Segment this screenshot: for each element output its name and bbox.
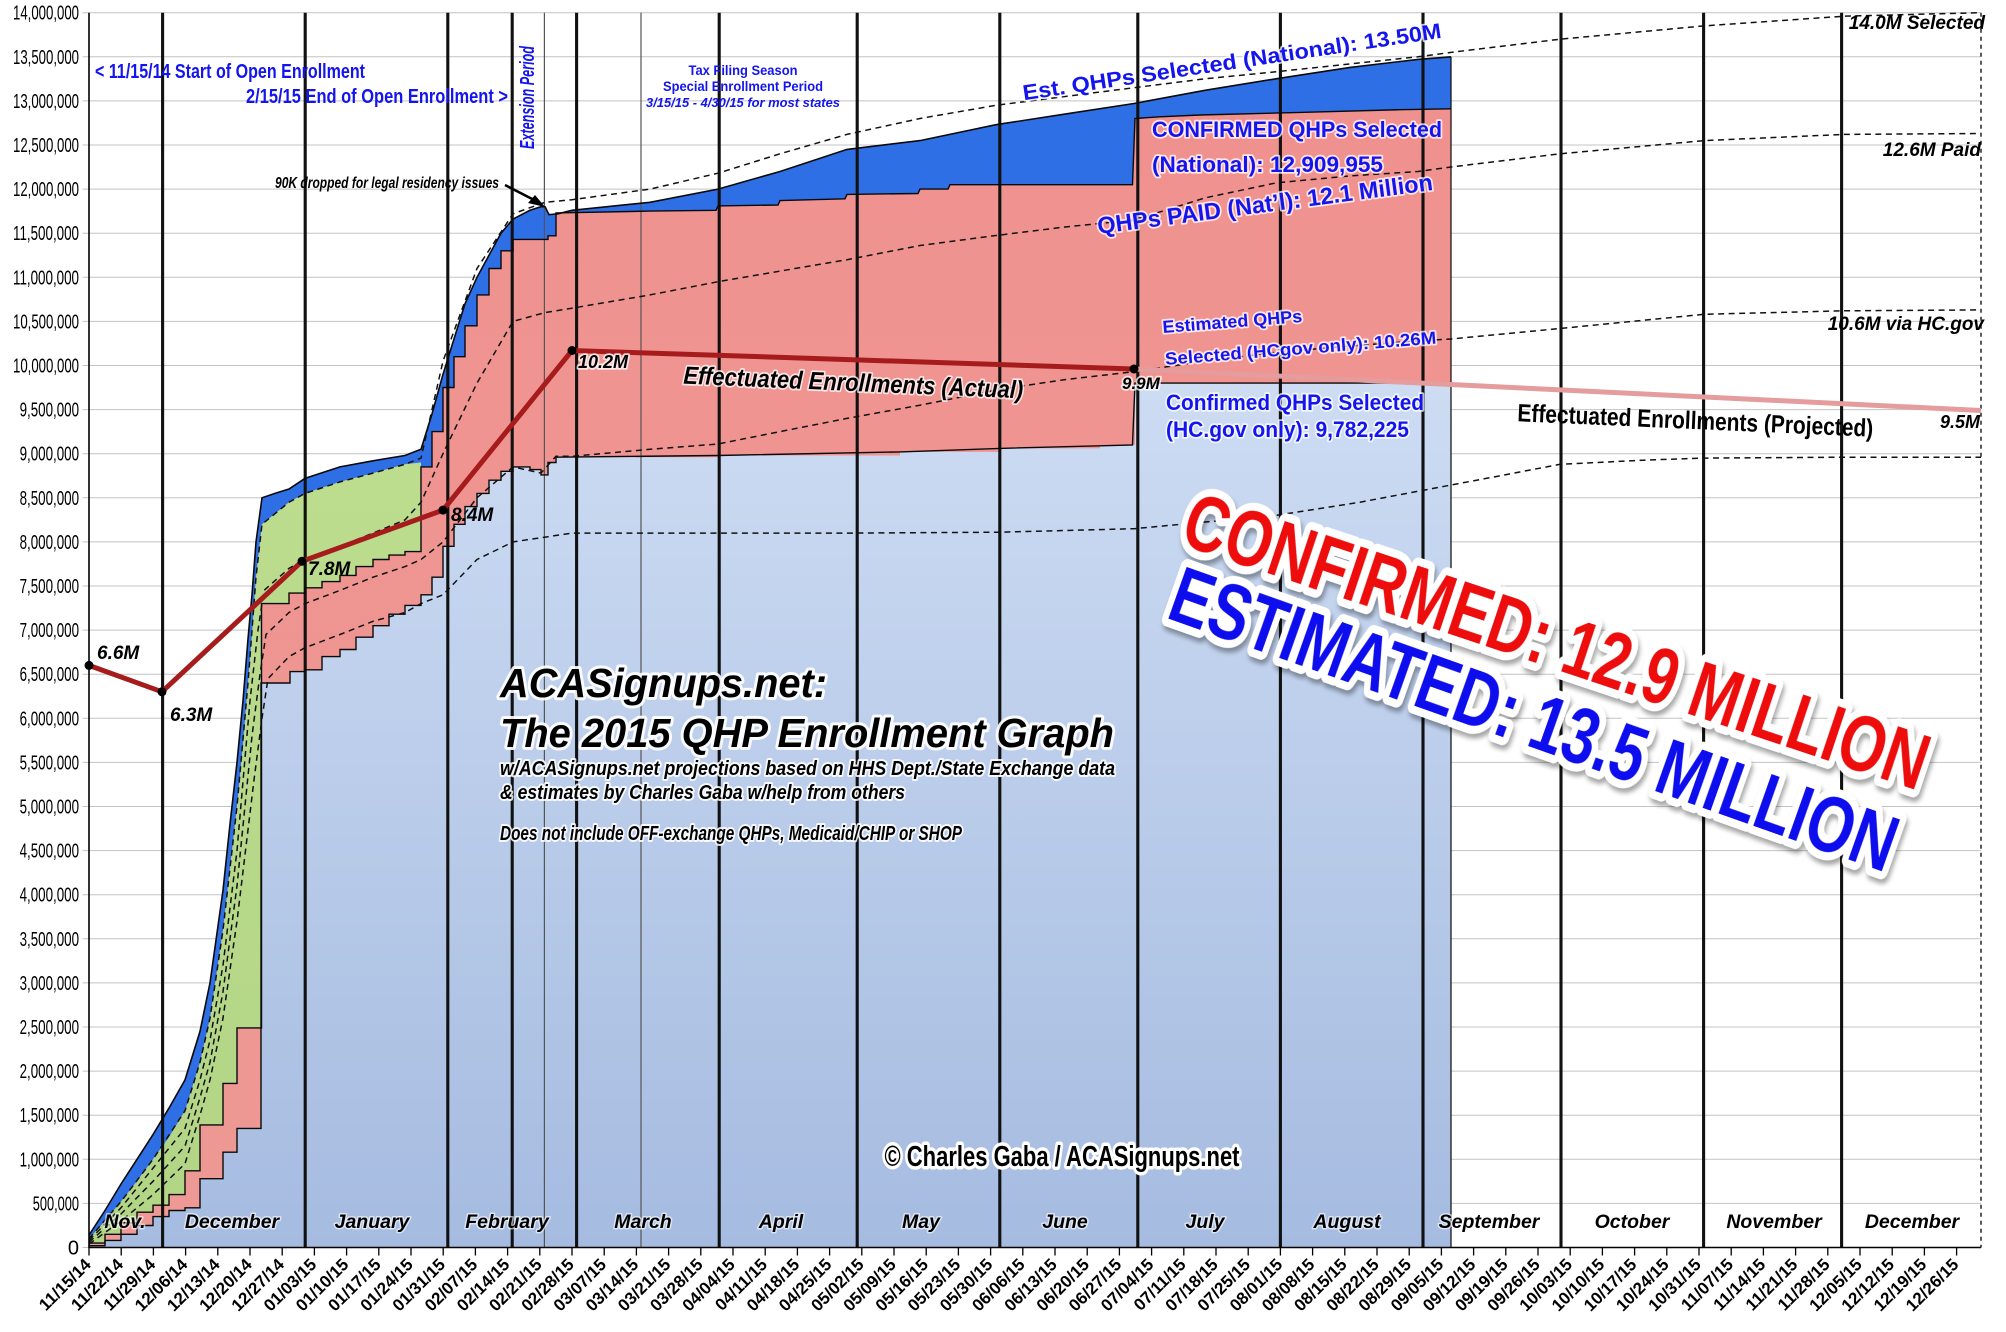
- svg-text:< 11/15/14 Start of Open Enrol: < 11/15/14 Start of Open Enrollment: [95, 61, 365, 83]
- svg-text:January: January: [335, 1211, 411, 1233]
- svg-text:7.8M: 7.8M: [308, 559, 351, 580]
- svg-text:May: May: [902, 1211, 941, 1233]
- svg-text:6,500,000: 6,500,000: [20, 664, 79, 686]
- svg-text:© Charles Gaba / ACASignups.ne: © Charles Gaba / ACASignups.net: [885, 1141, 1240, 1173]
- svg-text:(National): 12,909,955: (National): 12,909,955: [1152, 152, 1383, 177]
- svg-text:November: November: [1726, 1211, 1823, 1233]
- svg-text:8,500,000: 8,500,000: [20, 488, 79, 510]
- svg-text:1,000,000: 1,000,000: [20, 1149, 79, 1171]
- svg-text:5,500,000: 5,500,000: [20, 752, 79, 774]
- svg-text:Does not include OFF-exchange: Does not include OFF-exchange QHPs, Medi…: [500, 823, 963, 845]
- svg-text:4,500,000: 4,500,000: [20, 841, 79, 863]
- svg-text:September: September: [1439, 1211, 1541, 1233]
- svg-text:ACASignups.net:: ACASignups.net:: [499, 660, 827, 706]
- svg-text:6.3M: 6.3M: [170, 705, 213, 726]
- svg-text:CONFIRMED QHPs Selected: CONFIRMED QHPs Selected: [1152, 117, 1442, 142]
- svg-text:Nov.: Nov.: [104, 1211, 145, 1233]
- svg-text:3,000,000: 3,000,000: [20, 973, 79, 995]
- svg-text:3,500,000: 3,500,000: [20, 929, 79, 951]
- svg-text:April: April: [758, 1211, 804, 1233]
- svg-text:Tax Filing Season: Tax Filing Season: [689, 62, 798, 78]
- svg-text:June: June: [1042, 1211, 1088, 1233]
- svg-text:7,500,000: 7,500,000: [20, 576, 79, 598]
- svg-text:90K dropped for legal residenc: 90K dropped for legal residency issues: [275, 175, 499, 192]
- svg-text:14,000,000: 14,000,000: [13, 3, 79, 25]
- svg-text:7,000,000: 7,000,000: [20, 620, 79, 642]
- svg-text:Confirmed QHPs Selected: Confirmed QHPs Selected: [1166, 390, 1424, 415]
- svg-text:w/ACASignups.net projections b: w/ACASignups.net projections based on HH…: [500, 758, 1115, 780]
- svg-text:12.6M Paid: 12.6M Paid: [1883, 140, 1982, 161]
- svg-text:9.5M: 9.5M: [1940, 412, 1981, 432]
- svg-text:500,000: 500,000: [33, 1193, 79, 1215]
- svg-text:11,000,000: 11,000,000: [13, 267, 79, 289]
- svg-text:13,000,000: 13,000,000: [13, 91, 79, 113]
- svg-text:10.6M via HC.gov: 10.6M via HC.gov: [1828, 314, 1986, 335]
- svg-text:February: February: [465, 1211, 550, 1233]
- svg-text:(HC.gov only): 9,782,225: (HC.gov only): 9,782,225: [1166, 417, 1409, 442]
- svg-text:8,000,000: 8,000,000: [20, 532, 79, 554]
- svg-text:1,500,000: 1,500,000: [20, 1105, 79, 1127]
- svg-text:2,000,000: 2,000,000: [20, 1061, 79, 1083]
- svg-text:12,500,000: 12,500,000: [13, 135, 79, 157]
- svg-text:December: December: [185, 1211, 281, 1233]
- svg-text:March: March: [614, 1211, 672, 1233]
- svg-text:4,000,000: 4,000,000: [20, 885, 79, 907]
- svg-text:9.9M: 9.9M: [1122, 374, 1161, 393]
- svg-text:13,500,000: 13,500,000: [13, 47, 79, 69]
- svg-text:8.4M: 8.4M: [451, 505, 494, 526]
- svg-text:2,500,000: 2,500,000: [20, 1017, 79, 1039]
- svg-text:October: October: [1595, 1211, 1671, 1233]
- svg-text:9,000,000: 9,000,000: [20, 444, 79, 466]
- svg-text:August: August: [1312, 1211, 1382, 1233]
- svg-text:3/15/15 - 4/30/15 for most sta: 3/15/15 - 4/30/15 for most states: [646, 95, 840, 110]
- svg-text:The 2015 QHP Enrollment Graph: The 2015 QHP Enrollment Graph: [500, 710, 1114, 756]
- svg-text:Special Enrollment Period: Special Enrollment Period: [663, 78, 823, 94]
- svg-text:14.0M Selected: 14.0M Selected: [1849, 13, 1986, 34]
- svg-text:10,500,000: 10,500,000: [13, 311, 79, 333]
- svg-text:11,500,000: 11,500,000: [13, 223, 79, 245]
- svg-text:12,000,000: 12,000,000: [13, 179, 79, 201]
- svg-text:9,500,000: 9,500,000: [20, 400, 79, 422]
- svg-text:6,000,000: 6,000,000: [20, 708, 79, 730]
- svg-text:July: July: [1185, 1211, 1225, 1233]
- svg-text:6.6M: 6.6M: [97, 643, 140, 664]
- svg-text:December: December: [1865, 1211, 1961, 1233]
- svg-text:10,000,000: 10,000,000: [13, 356, 79, 378]
- svg-text:2/15/15 End of Open Enrollment: 2/15/15 End of Open Enrollment >: [246, 86, 508, 108]
- svg-text:& estimates by Charles Gaba w/: & estimates by Charles Gaba w/help from …: [500, 782, 905, 804]
- svg-text:Extension Period: Extension Period: [517, 46, 539, 149]
- svg-text:0: 0: [68, 1238, 79, 1260]
- svg-text:10.2M: 10.2M: [578, 352, 629, 372]
- svg-text:5,000,000: 5,000,000: [20, 797, 79, 819]
